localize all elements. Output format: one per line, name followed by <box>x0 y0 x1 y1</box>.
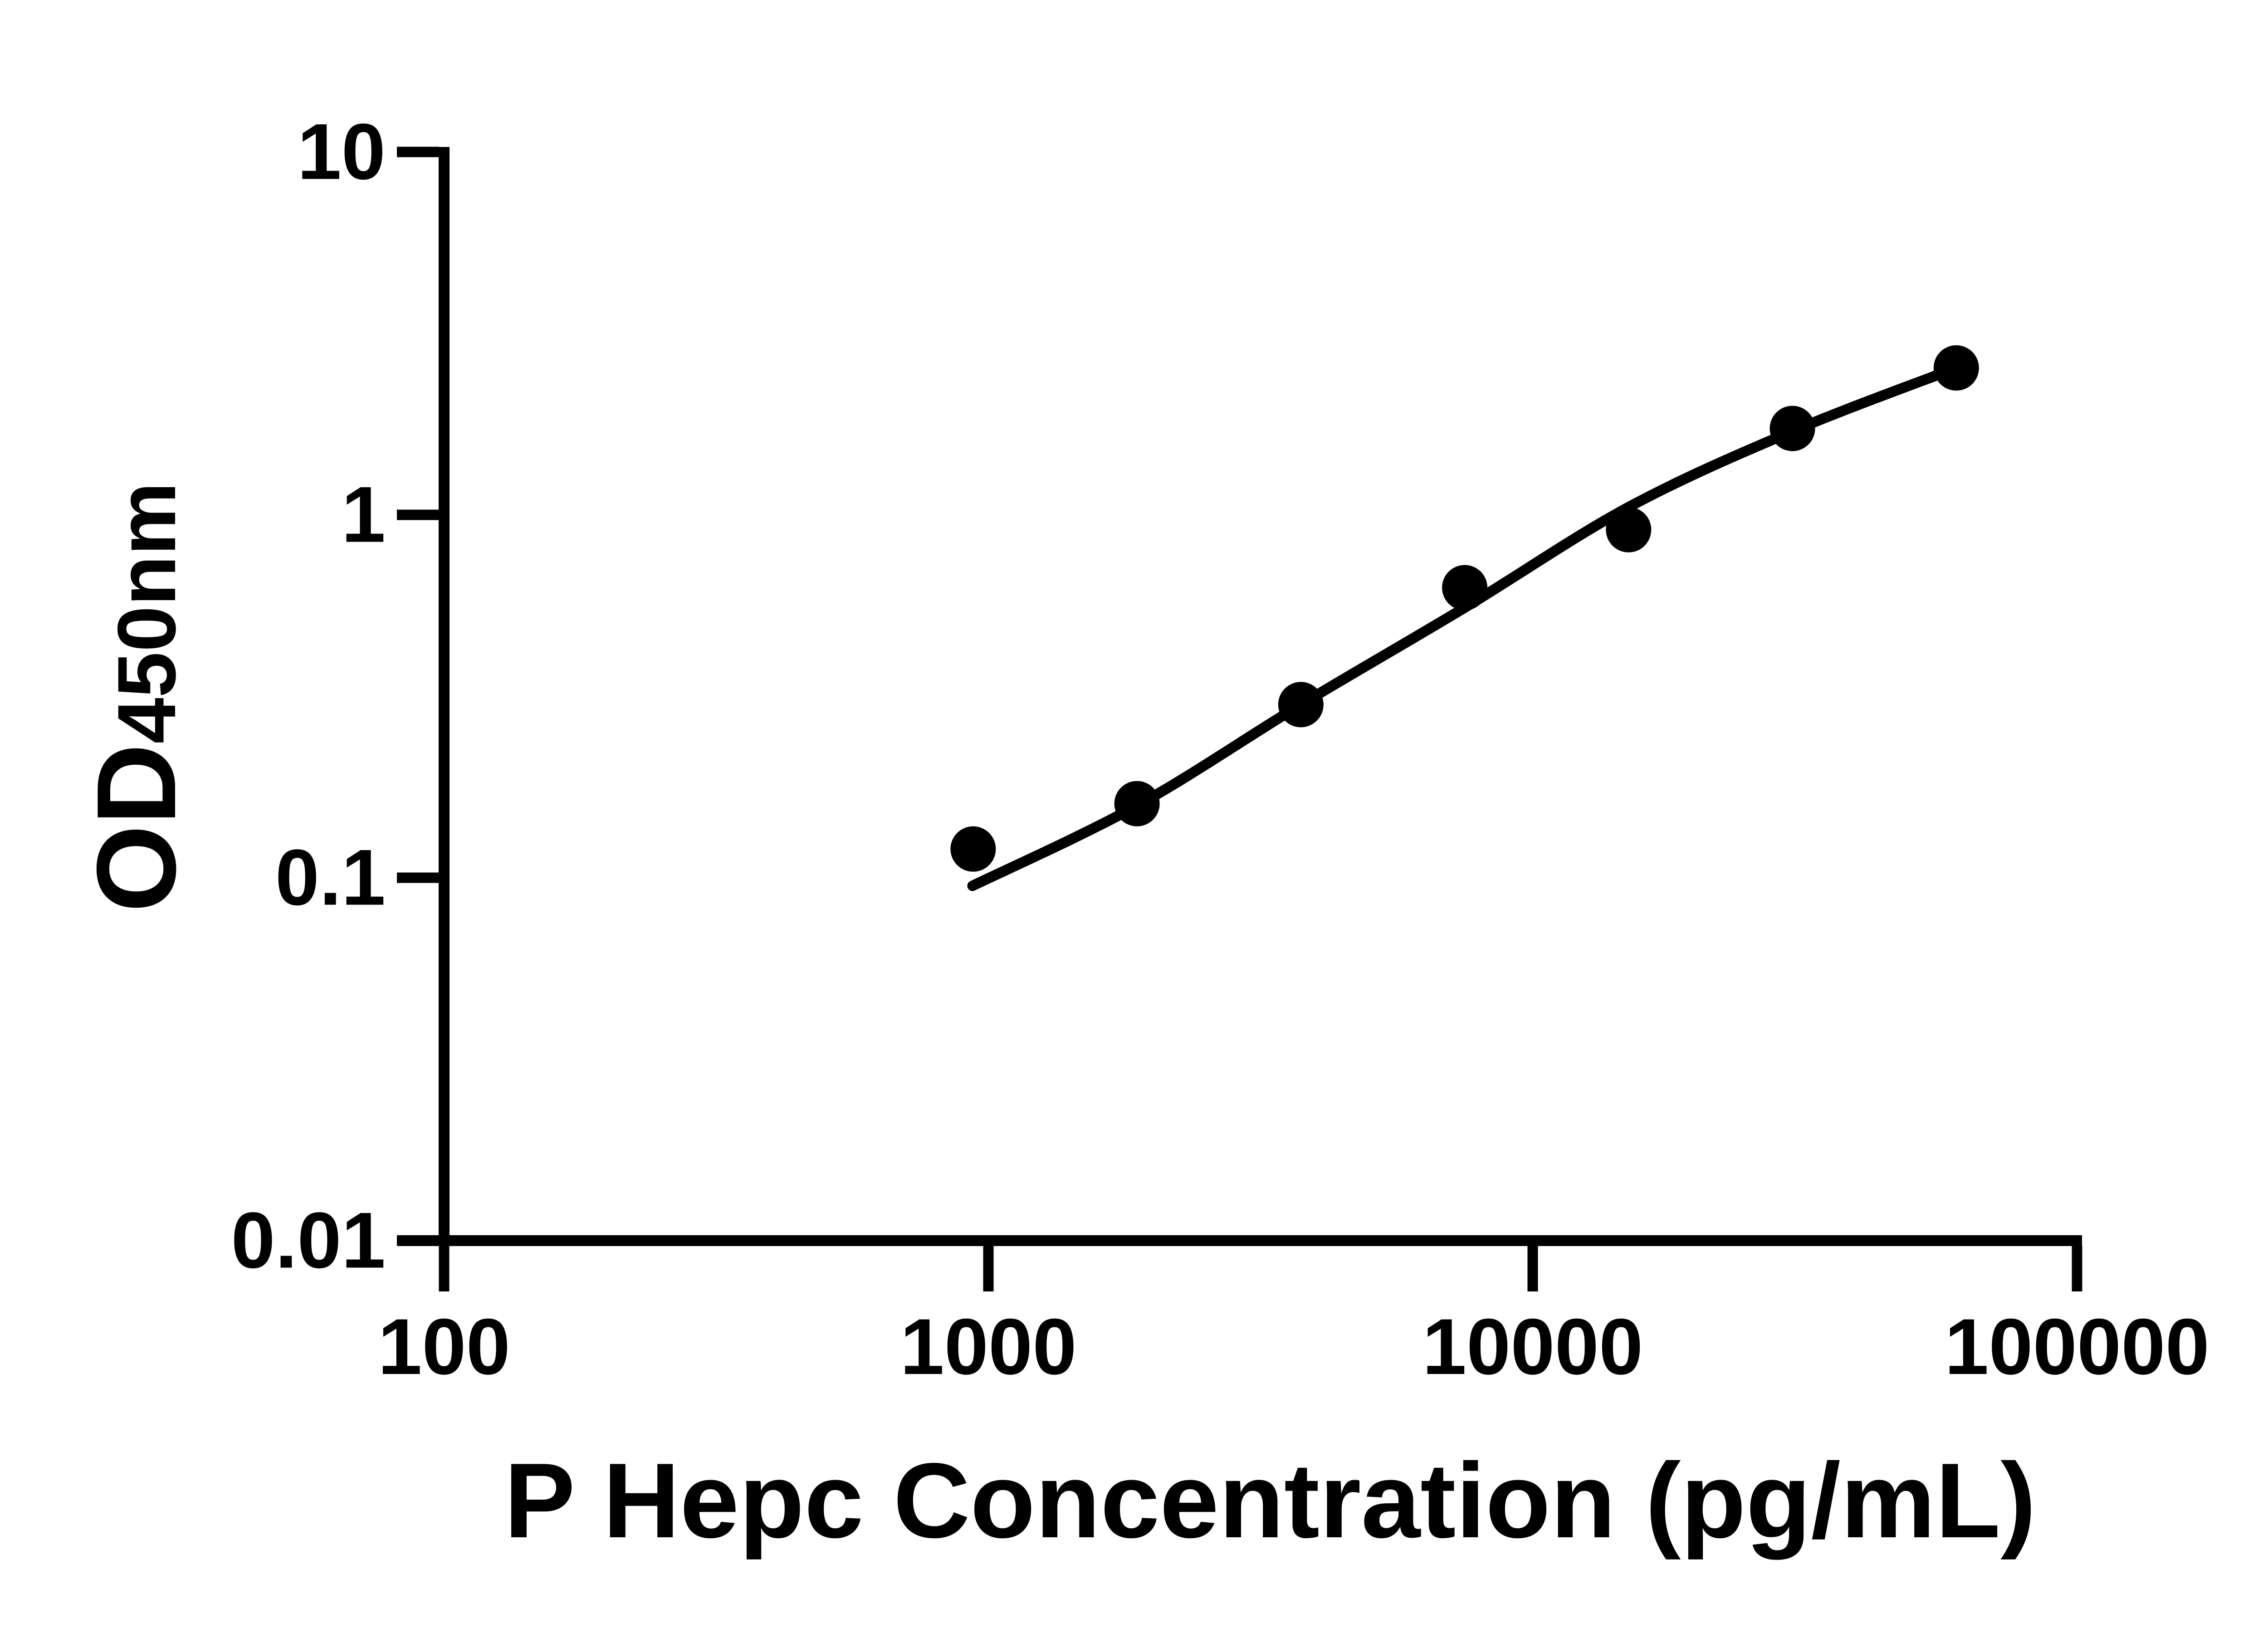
x-tick-label: 10000 <box>1422 1303 1643 1391</box>
x-tick-label: 100 <box>378 1303 510 1391</box>
y-tick-label: 0.1 <box>275 833 386 922</box>
y-tick-label: 10 <box>297 108 386 196</box>
x-tick-label: 100000 <box>1945 1303 2209 1391</box>
y-tick-label: 0.01 <box>231 1196 386 1285</box>
data-point <box>950 826 996 872</box>
y-axis-title-sub: 450nm <box>100 482 193 744</box>
data-point <box>1606 507 1652 552</box>
x-axis-title: P Hepc Concentration (pg/mL) <box>504 1441 2036 1560</box>
x-tick-label: 1000 <box>900 1303 1077 1391</box>
data-point <box>1442 565 1488 611</box>
y-axis-title-main: OD <box>73 743 199 913</box>
data-point <box>1278 682 1324 728</box>
data-point <box>1933 345 1979 391</box>
y-axis-title: OD450nm <box>73 482 199 913</box>
data-point <box>1114 781 1160 826</box>
y-tick-label: 1 <box>341 470 386 559</box>
data-point <box>1769 406 1815 451</box>
